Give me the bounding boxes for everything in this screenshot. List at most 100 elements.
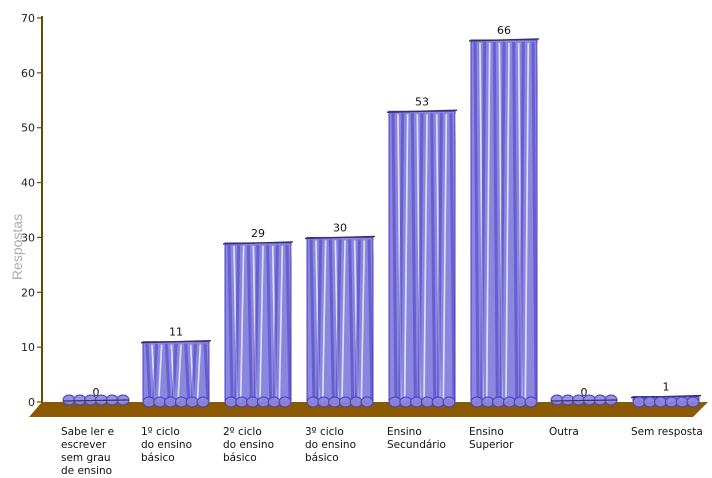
value-label: 1 (663, 381, 670, 394)
bar-base-blob (224, 396, 238, 408)
y-tick-label: 70 (21, 12, 35, 25)
bar-stroke (152, 343, 159, 403)
bar-highlight (455, 114, 460, 403)
category-label: Ensino Superior (469, 426, 514, 451)
category-label-line: do ensino (305, 439, 356, 451)
bar-base-blob (513, 396, 527, 408)
bar-stroke (328, 239, 335, 403)
bar-stroke (410, 113, 417, 403)
bar-stroke (430, 113, 437, 403)
category-label: 1º ciclo do ensino básico (141, 426, 192, 464)
category-label-line: escrever (61, 439, 107, 451)
category-label-line: Sem resposta (631, 426, 703, 438)
bar-base-blob (654, 396, 668, 408)
y-tick-label: 0 (28, 396, 35, 409)
bar-base-blob (399, 396, 413, 408)
bar-stroke (253, 244, 260, 403)
bar-base-blob (360, 396, 374, 408)
y-tick-label: 30 (21, 231, 35, 244)
value-labels: 0 11 29 30 53 66 0 1 (93, 24, 670, 399)
bar-base-blob (664, 396, 678, 408)
bar-base-blob (470, 396, 484, 408)
bar-base-blob (442, 396, 456, 408)
bar-stroke (512, 41, 519, 403)
bar-stroke (436, 113, 443, 403)
bar-stroke (354, 239, 361, 403)
bar-stroke (309, 239, 316, 403)
bar-stroke (190, 343, 197, 403)
bar-highlight (485, 42, 491, 403)
bar-stroke (417, 113, 424, 403)
bar-highlight (341, 240, 346, 403)
y-tick-label: 10 (21, 341, 35, 354)
bar-stroke (480, 41, 487, 403)
bar-highlight (524, 42, 530, 403)
bar (550, 394, 618, 406)
bar-stroke (246, 244, 253, 403)
bar-stroke (391, 113, 398, 403)
bar-highlight (157, 344, 163, 403)
bar-base-blob (235, 396, 249, 408)
bar-base-blob (675, 396, 689, 408)
bar-highlight (239, 245, 245, 403)
category-label: Sabe ler e escrever sem grau de ensino (61, 426, 114, 477)
bar-stroke (473, 41, 480, 403)
bar (140, 339, 214, 408)
bar-top-edge (630, 394, 702, 399)
bar-top-edge (550, 399, 618, 402)
bar-highlight (196, 344, 202, 403)
category-label-line: básico (223, 452, 257, 464)
bar-highlight (209, 344, 214, 403)
category-label-line: sem grau (61, 452, 111, 464)
bar-stroke (531, 41, 538, 403)
category-label-line: Ensino (469, 426, 504, 438)
bar-highlight (699, 398, 704, 403)
bar-top-edge (222, 241, 294, 245)
bar-base-blob (686, 396, 700, 408)
bar-stroke (234, 244, 241, 403)
bar-highlight (505, 42, 510, 403)
category-label: Sem resposta (631, 426, 703, 438)
bar-stroke (171, 343, 178, 403)
category-label-line: básico (141, 452, 175, 464)
bar-highlight (291, 245, 296, 403)
bar-base-blob (267, 396, 281, 408)
bar-stroke (335, 239, 342, 403)
bar-stroke (492, 41, 499, 403)
bar-base-blob (561, 394, 575, 406)
bar-base-blob (420, 396, 434, 408)
value-label: 53 (415, 95, 429, 108)
value-label: 30 (333, 221, 347, 234)
value-label: 0 (581, 386, 588, 399)
bar-stroke (203, 343, 210, 403)
value-label: 29 (251, 227, 265, 240)
bar-highlight (442, 114, 448, 403)
value-label: 66 (497, 24, 511, 37)
bar-stroke (184, 343, 191, 403)
bar-base-blob (246, 396, 260, 408)
y-tick-label: 20 (21, 286, 35, 299)
category-label-line: Outra (549, 426, 579, 438)
bar-base-blob (306, 396, 320, 408)
bar-stroke (449, 113, 456, 403)
bar-highlight (278, 245, 284, 403)
bar-base-blob (328, 396, 342, 408)
bar (222, 241, 296, 408)
bar-top-edge (386, 109, 458, 113)
bar-highlight (177, 344, 182, 403)
category-label: 2º ciclo do ensino básico (223, 426, 274, 464)
category-label: Ensino Secundário (387, 426, 446, 451)
bar-base-blob (388, 396, 402, 408)
bar-base-blob (410, 396, 424, 408)
bar-stroke (266, 244, 273, 403)
bar-base-blob (502, 396, 516, 408)
bar-base-blob (142, 396, 156, 408)
y-axis: 0 10 20 30 40 50 60 70 (21, 12, 43, 409)
bar (386, 109, 460, 408)
bar-highlight (373, 240, 378, 403)
bar-highlight (403, 114, 409, 403)
category-label: Outra (549, 426, 579, 438)
bar-top-edge (304, 235, 376, 240)
bar-base-blob (278, 396, 292, 408)
bar-stroke (145, 343, 152, 403)
